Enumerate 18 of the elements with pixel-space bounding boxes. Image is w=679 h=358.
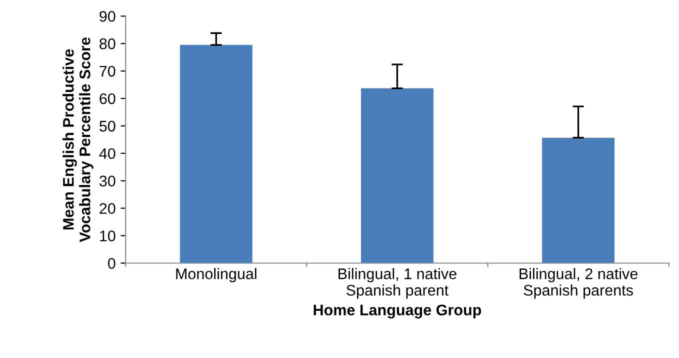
y-tick-label: 30 (99, 176, 116, 186)
x-tick-label: Monolingual (176, 268, 256, 282)
y-tick-label: 50 (100, 120, 116, 132)
y-tick-label: 80 (100, 38, 116, 50)
bar (180, 44, 252, 264)
x-tick-label: Bilingual, 2 native Spanish parents (520, 268, 638, 299)
y-tick-label: 40 (99, 148, 116, 160)
bar (542, 138, 614, 264)
y-tick-label: 90 (100, 10, 116, 22)
y-axis-title: Mean English Productive Vocabulary Percentile Score (62, 38, 94, 242)
y-tick-label: 10 (100, 230, 116, 242)
x-axis-title: Home Language Group (314, 304, 482, 318)
y-tick-label: 20 (100, 203, 116, 214)
y-tick-label: 70 (100, 66, 116, 77)
y-tick-label: 60 (100, 93, 116, 104)
x-tick-label: Bilingual, 1 native Spanish parent (338, 268, 456, 299)
y-tick-label: 0 (108, 258, 116, 269)
bar (361, 88, 434, 264)
